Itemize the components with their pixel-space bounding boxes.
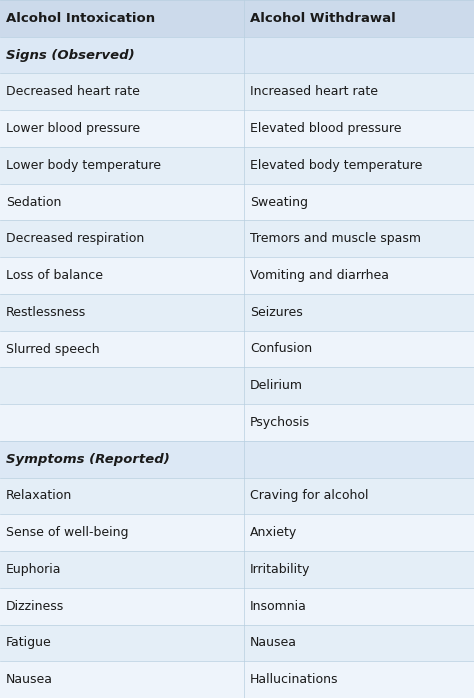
Bar bbox=[0, 331, 244, 367]
Bar bbox=[244, 625, 474, 661]
Bar bbox=[244, 257, 474, 294]
Bar bbox=[0, 661, 244, 698]
Bar bbox=[244, 588, 474, 625]
Text: Craving for alcohol: Craving for alcohol bbox=[250, 489, 368, 503]
Text: Irritability: Irritability bbox=[250, 563, 310, 576]
Text: Slurred speech: Slurred speech bbox=[6, 343, 100, 355]
Text: Sedation: Sedation bbox=[6, 195, 61, 209]
Bar bbox=[0, 367, 244, 404]
Text: Insomnia: Insomnia bbox=[250, 600, 307, 613]
Text: Tremors and muscle spasm: Tremors and muscle spasm bbox=[250, 232, 421, 245]
Text: Nausea: Nausea bbox=[6, 673, 53, 686]
Text: Fatigue: Fatigue bbox=[6, 637, 52, 649]
Bar bbox=[244, 37, 474, 73]
Bar bbox=[0, 221, 244, 257]
Bar bbox=[244, 441, 474, 477]
Text: Nausea: Nausea bbox=[250, 637, 297, 649]
Bar bbox=[0, 404, 244, 441]
Text: Hallucinations: Hallucinations bbox=[250, 673, 338, 686]
Bar bbox=[0, 477, 244, 514]
Text: Lower blood pressure: Lower blood pressure bbox=[6, 122, 140, 135]
Text: Symptoms (Reported): Symptoms (Reported) bbox=[6, 453, 169, 466]
Bar bbox=[244, 514, 474, 551]
Text: Psychosis: Psychosis bbox=[250, 416, 310, 429]
Bar bbox=[244, 661, 474, 698]
Text: Delirium: Delirium bbox=[250, 379, 303, 392]
Bar bbox=[244, 221, 474, 257]
Bar bbox=[0, 551, 244, 588]
Bar bbox=[0, 257, 244, 294]
Bar bbox=[0, 37, 244, 73]
Bar bbox=[0, 441, 244, 477]
Text: Elevated body temperature: Elevated body temperature bbox=[250, 159, 422, 172]
Text: Alcohol Intoxication: Alcohol Intoxication bbox=[6, 12, 155, 25]
Bar bbox=[244, 0, 474, 37]
Bar bbox=[244, 551, 474, 588]
Bar bbox=[244, 147, 474, 184]
Bar bbox=[0, 588, 244, 625]
Text: Euphoria: Euphoria bbox=[6, 563, 61, 576]
Bar bbox=[0, 514, 244, 551]
Text: Seizures: Seizures bbox=[250, 306, 302, 319]
Text: Alcohol Withdrawal: Alcohol Withdrawal bbox=[250, 12, 395, 25]
Bar bbox=[0, 110, 244, 147]
Bar bbox=[0, 184, 244, 221]
Bar bbox=[244, 367, 474, 404]
Text: Decreased respiration: Decreased respiration bbox=[6, 232, 144, 245]
Bar bbox=[0, 147, 244, 184]
Text: Confusion: Confusion bbox=[250, 343, 312, 355]
Text: Restlessness: Restlessness bbox=[6, 306, 86, 319]
Bar bbox=[244, 184, 474, 221]
Text: Vomiting and diarrhea: Vomiting and diarrhea bbox=[250, 269, 389, 282]
Text: Loss of balance: Loss of balance bbox=[6, 269, 103, 282]
Bar bbox=[0, 294, 244, 331]
Text: Elevated blood pressure: Elevated blood pressure bbox=[250, 122, 401, 135]
Bar bbox=[244, 477, 474, 514]
Text: Anxiety: Anxiety bbox=[250, 526, 297, 539]
Text: Increased heart rate: Increased heart rate bbox=[250, 85, 378, 98]
Bar bbox=[0, 0, 244, 37]
Bar bbox=[244, 331, 474, 367]
Bar bbox=[0, 625, 244, 661]
Bar bbox=[0, 73, 244, 110]
Text: Relaxation: Relaxation bbox=[6, 489, 72, 503]
Text: Lower body temperature: Lower body temperature bbox=[6, 159, 161, 172]
Bar bbox=[244, 73, 474, 110]
Text: Decreased heart rate: Decreased heart rate bbox=[6, 85, 139, 98]
Text: Sense of well-being: Sense of well-being bbox=[6, 526, 128, 539]
Bar bbox=[244, 110, 474, 147]
Text: Sweating: Sweating bbox=[250, 195, 308, 209]
Text: Dizziness: Dizziness bbox=[6, 600, 64, 613]
Text: Signs (Observed): Signs (Observed) bbox=[6, 49, 134, 61]
Bar bbox=[244, 404, 474, 441]
Bar bbox=[244, 294, 474, 331]
